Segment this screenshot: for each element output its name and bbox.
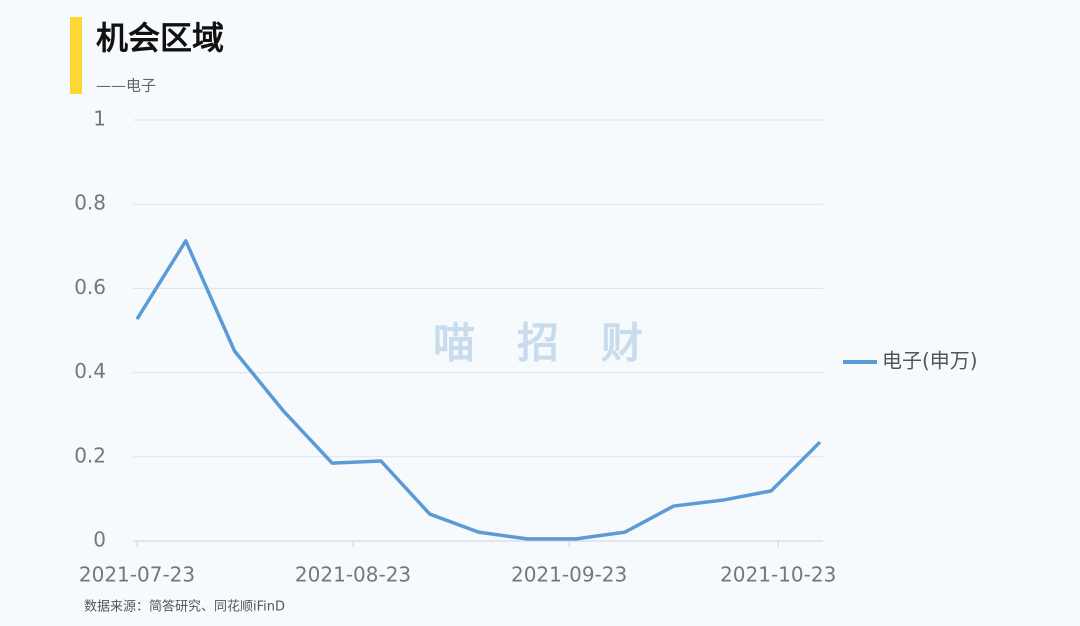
y-tick-label: 0 [93,528,106,552]
legend-label: 电子(申万) [882,349,978,373]
y-tick-label: 1 [93,107,106,131]
watermark: 喵 招 财 [433,319,643,368]
subtitle: ——电子 [96,77,156,95]
x-tick-label: 2021-07-23 [79,563,195,587]
data-line [135,239,822,541]
x-tick-label: 2021-10-23 [720,563,836,587]
title-accent [70,17,82,94]
y-tick-label: 0.2 [74,443,106,467]
y-tick-label: 0.6 [74,275,106,299]
y-tick-label: 0.8 [74,191,106,215]
x-tick-label: 2021-08-23 [295,563,411,587]
source-note: 数据来源：简答研究、同花顺iFinD [84,599,285,615]
x-tick-label: 2021-09-23 [511,563,627,587]
chart-title: 机会区域 [96,19,224,57]
y-tick-label: 0.4 [74,359,106,383]
